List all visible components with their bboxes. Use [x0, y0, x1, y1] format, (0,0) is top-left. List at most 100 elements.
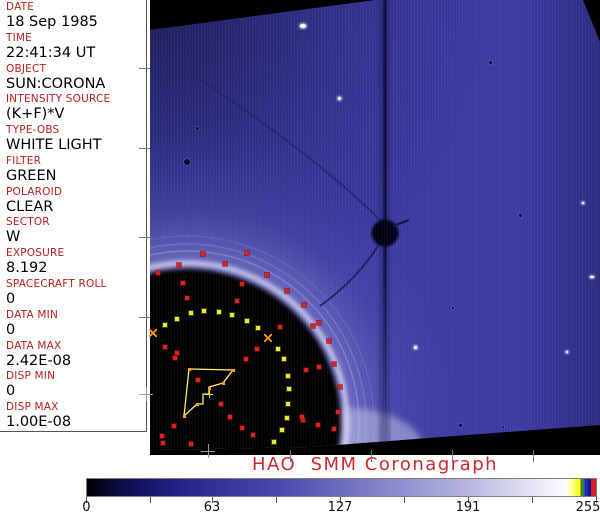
- colorbar-tick: [532, 497, 533, 503]
- yellow-marker-dot: [286, 402, 290, 406]
- metadata-value: 8.192: [6, 260, 48, 277]
- red-marker-dot: [317, 321, 321, 325]
- red-marker-dot: [338, 385, 342, 389]
- red-marker-dot: [160, 434, 164, 438]
- left-axis-tick: [139, 317, 150, 318]
- red-marker-dot: [255, 347, 259, 351]
- metadata-value: 0: [6, 291, 16, 308]
- metadata-entry: INTENSITY SOURCE (K+F)*V: [0, 92, 146, 123]
- yellow-marker-dot: [175, 317, 179, 321]
- red-marker-dot: [189, 442, 193, 446]
- metadata-entry: TYPE-OBS WHITE LIGHT: [0, 123, 146, 154]
- yellow-marker-dot: [245, 319, 249, 323]
- dust-speck: [452, 307, 454, 309]
- bottom-axis-tick: [290, 450, 291, 462]
- metadata-value: WHITE LIGHT: [6, 137, 102, 154]
- metadata-value: SUN:CORONA: [6, 75, 106, 92]
- dust-speck: [458, 423, 462, 427]
- yellow-marker-dot: [202, 309, 206, 313]
- star: [590, 276, 594, 278]
- red-marker-dot: [173, 356, 177, 360]
- colorbar-tick: [276, 497, 277, 503]
- metadata-entry: FILTER GREEN: [0, 154, 146, 185]
- red-marker-dot: [163, 345, 167, 349]
- red-marker-dot: [332, 427, 336, 431]
- metadata-label: TYPE-OBS: [6, 124, 60, 137]
- red-marker-dot: [228, 415, 232, 419]
- red-marker-dot: [185, 296, 189, 300]
- metadata-value: (K+F)*V: [6, 106, 65, 123]
- flag-vertex-dot: [207, 386, 211, 390]
- metadata-label: DISP MAX: [6, 401, 59, 414]
- fiducial-cross: [139, 387, 153, 401]
- metadata-value: 0: [6, 321, 16, 338]
- red-marker-dot: [181, 281, 185, 285]
- yellow-marker-dot: [163, 323, 167, 327]
- red-marker-dot: [311, 324, 315, 328]
- metadata-label: DATA MIN: [6, 308, 58, 321]
- metadata-value: 1.00E-08: [6, 414, 72, 431]
- red-marker-dot: [304, 368, 308, 372]
- colorbar-ticks: [86, 497, 597, 504]
- red-marker-dot: [219, 402, 223, 406]
- red-marker-dot: [156, 271, 160, 275]
- colorbar: [86, 478, 597, 497]
- colorbar-labels: 0 63 127 191 255: [82, 500, 600, 515]
- dust-speck: [518, 213, 522, 217]
- red-marker-dot: [300, 415, 304, 419]
- metadata-entry: TIME 22:41:34 UT: [0, 31, 146, 62]
- yellow-marker-dot: [280, 428, 284, 432]
- colorbar-tick: [596, 497, 597, 503]
- bottom-axis-tick: [452, 450, 453, 462]
- yellow-marker-dot: [282, 357, 286, 361]
- dust-speck: [488, 60, 492, 64]
- bottom-axis-tick: [371, 450, 372, 462]
- dust-speck: [184, 159, 190, 165]
- colorbar-tick: [86, 497, 87, 503]
- star: [413, 345, 417, 349]
- colorbar-tick: [212, 497, 213, 503]
- left-axis-tick: [139, 237, 150, 238]
- metadata-label: DATA MAX: [6, 339, 62, 352]
- colorbar-tick: [150, 497, 151, 503]
- red-marker-dot: [161, 441, 165, 445]
- metadata-label: OBJECT: [6, 62, 47, 75]
- flag-vertex-dot: [231, 368, 235, 372]
- red-marker-dot: [240, 282, 244, 286]
- red-marker-dot: [223, 262, 227, 266]
- colorbar-tick-label: 127: [327, 500, 353, 515]
- yellow-marker-dot: [189, 311, 193, 315]
- dust-speck: [195, 126, 199, 130]
- metadata-value: W: [6, 229, 21, 246]
- colorbar-tick-label: 0: [82, 500, 91, 515]
- red-marker-dot: [240, 426, 244, 430]
- metadata-label: EXPOSURE: [6, 247, 65, 260]
- red-marker-dot: [285, 289, 289, 293]
- red-marker-dot: [327, 339, 331, 343]
- metadata-label: POLAROID: [6, 185, 63, 198]
- metadata-label: INTENSITY SOURCE: [6, 93, 111, 106]
- dust-speck: [502, 426, 504, 428]
- colorbar-tick-label: 63: [203, 500, 221, 515]
- star: [300, 24, 306, 28]
- coronagraph-rendering: [150, 0, 600, 450]
- metadata-entry: DISP MAX 1.00E-08: [0, 400, 146, 431]
- red-marker-dot: [177, 263, 181, 267]
- fiducial-cross: [201, 444, 215, 458]
- flag-vertex-dot: [195, 402, 199, 406]
- yellow-marker-dot: [217, 310, 221, 314]
- red-marker-dot: [302, 303, 306, 307]
- metadata-panel: DATE 18 Sep 1985 TIME 22:41:34 UT OBJECT SUN:…: [0, 0, 147, 432]
- flag-vertex-dot: [187, 367, 191, 371]
- red-marker-dot: [332, 362, 336, 366]
- red-marker-dot: [245, 251, 249, 255]
- metadata-label: SPACECRAFT ROLL: [6, 278, 107, 291]
- flag-vertex-dot: [182, 414, 186, 418]
- x-marker: [264, 334, 272, 342]
- marker-overlay: [139, 0, 600, 462]
- yellow-marker-dot: [286, 374, 290, 378]
- metadata-entry: DATA MIN 0: [0, 308, 146, 339]
- yellow-marker-dot: [285, 416, 289, 420]
- yellow-marker-dot: [256, 326, 260, 330]
- metadata-label: DATE: [6, 1, 35, 13]
